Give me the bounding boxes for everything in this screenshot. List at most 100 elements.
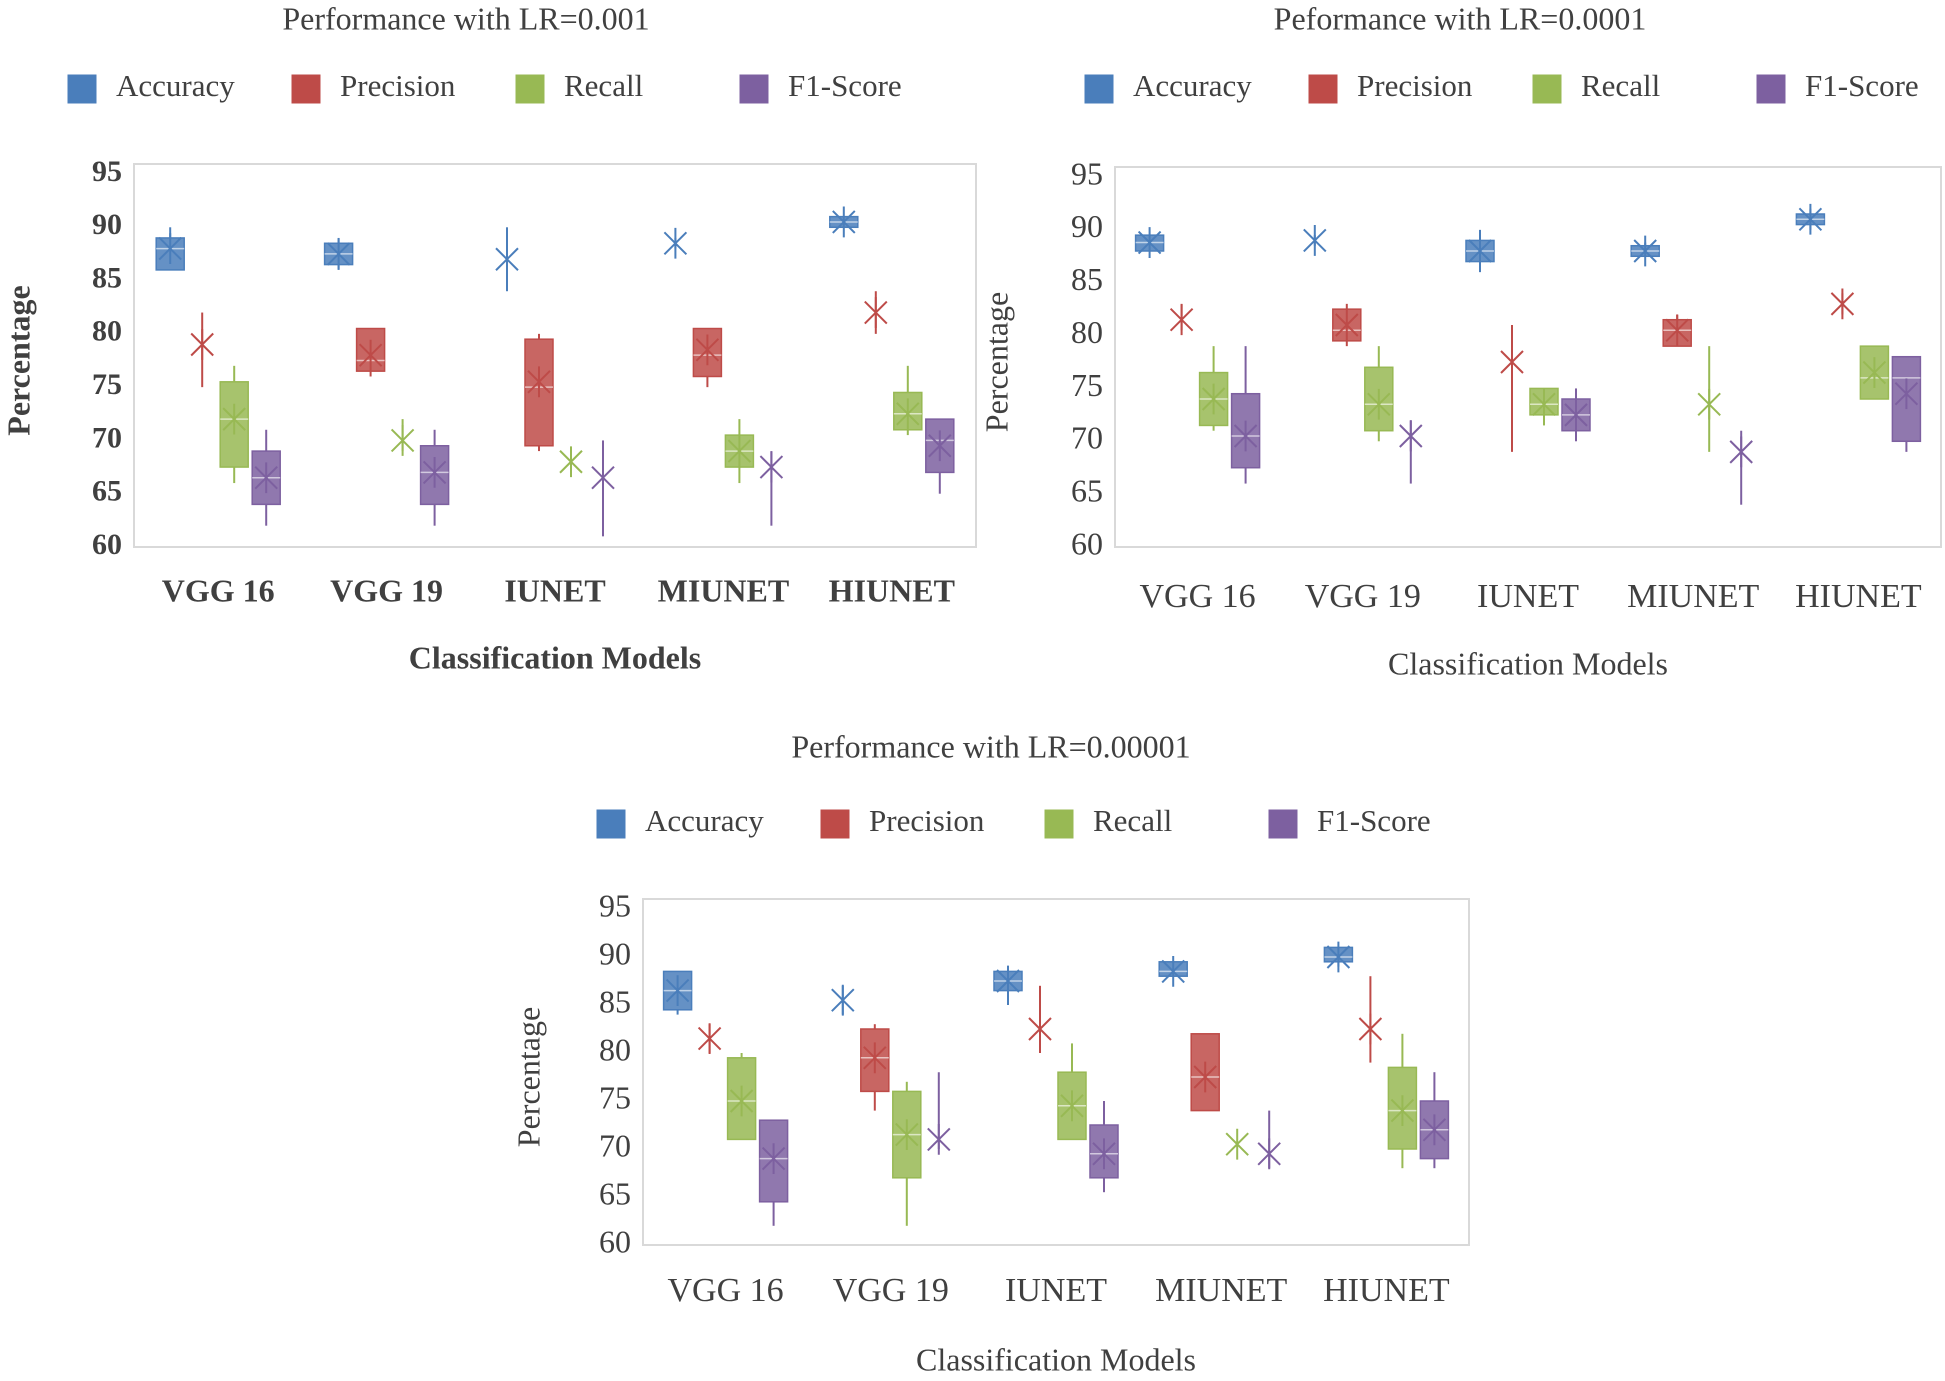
legend-swatch bbox=[515, 74, 545, 104]
mean-marker bbox=[996, 965, 1020, 997]
mean-marker bbox=[729, 1085, 754, 1117]
x-tick-label: IUNET bbox=[1005, 1272, 1107, 1309]
mean-marker bbox=[896, 398, 920, 430]
mean-marker bbox=[663, 227, 688, 259]
y-tick-label: 75 bbox=[1071, 367, 1103, 403]
series-3 bbox=[251, 418, 955, 537]
mean-marker bbox=[1225, 1128, 1249, 1160]
series-3 bbox=[758, 1072, 1450, 1226]
mean-marker bbox=[1862, 357, 1887, 388]
legend-label: F1-Score bbox=[1317, 803, 1431, 838]
series-1 bbox=[1167, 288, 1857, 452]
x-tick-label: VGG 16 bbox=[1140, 578, 1256, 615]
legend-label: Recall bbox=[564, 68, 643, 103]
x-tick-label: VGG 16 bbox=[668, 1272, 784, 1309]
mean-marker bbox=[254, 462, 278, 494]
mean-marker bbox=[1169, 304, 1194, 336]
mean-marker bbox=[665, 975, 690, 1006]
mean-marker bbox=[1500, 346, 1524, 378]
mean-marker bbox=[1399, 420, 1423, 452]
legend-swatch bbox=[1268, 809, 1298, 839]
x-tick-label: VGG 16 bbox=[162, 572, 275, 608]
series-2 bbox=[726, 1033, 1418, 1226]
legend-swatch bbox=[1308, 74, 1338, 104]
mean-marker bbox=[1830, 288, 1855, 320]
mean-marker bbox=[759, 451, 784, 483]
series-0 bbox=[662, 941, 1354, 1016]
y-tick-label: 80 bbox=[1071, 314, 1103, 350]
legend-label: Precision bbox=[340, 68, 456, 103]
y-tick-label: 85 bbox=[92, 261, 122, 294]
mean-marker bbox=[1798, 203, 1823, 235]
chart-title: Performance with LR=0.00001 bbox=[791, 728, 1190, 764]
mean-marker bbox=[1137, 227, 1162, 258]
mean-marker bbox=[863, 1042, 887, 1074]
y-tick-label: 90 bbox=[599, 935, 631, 971]
series-2 bbox=[219, 365, 923, 484]
x-tick-label: MIUNET bbox=[1155, 1272, 1287, 1309]
mean-marker bbox=[1257, 1138, 1281, 1170]
y-tick-label: 80 bbox=[92, 315, 122, 348]
mean-marker bbox=[158, 233, 182, 264]
x-tick-label: MIUNET bbox=[1627, 578, 1759, 615]
mean-marker bbox=[1335, 309, 1359, 341]
legend-swatch bbox=[1084, 74, 1114, 104]
y-tick-label: 85 bbox=[1071, 261, 1103, 297]
mean-marker bbox=[326, 238, 351, 270]
mean-marker bbox=[927, 1124, 951, 1155]
legend-label: Accuracy bbox=[116, 68, 235, 103]
y-tick-label: 65 bbox=[1071, 472, 1103, 508]
x-tick-label: HIUNET bbox=[1323, 1272, 1450, 1309]
legend-label: Precision bbox=[1357, 68, 1473, 103]
mean-marker bbox=[1358, 1013, 1383, 1045]
mean-marker bbox=[390, 425, 415, 456]
mean-marker bbox=[591, 462, 615, 494]
y-tick-label: 60 bbox=[599, 1223, 631, 1259]
mean-marker bbox=[1422, 1114, 1447, 1146]
legend-swatch bbox=[1044, 809, 1074, 839]
legend-swatch bbox=[820, 809, 850, 839]
mean-marker bbox=[1532, 388, 1556, 420]
series-2 bbox=[1198, 345, 1890, 452]
legend-label: Accuracy bbox=[1133, 68, 1252, 103]
plot-frame bbox=[642, 898, 1470, 1246]
mean-marker bbox=[1633, 235, 1657, 267]
x-tick-label: IUNET bbox=[1477, 578, 1579, 615]
legend-swatch bbox=[67, 74, 97, 104]
mean-marker bbox=[697, 1023, 722, 1054]
x-tick-label: MIUNET bbox=[658, 572, 790, 608]
mean-marker bbox=[358, 339, 383, 371]
legend-swatch bbox=[596, 809, 626, 839]
mean-marker bbox=[1028, 1013, 1052, 1045]
y-tick-label: 85 bbox=[599, 983, 631, 1019]
box bbox=[1387, 1066, 1418, 1150]
mean-marker bbox=[527, 366, 551, 398]
y-axis-title: Percentage bbox=[978, 292, 1014, 432]
legend-swatch bbox=[1756, 74, 1786, 104]
legend-swatch bbox=[739, 74, 769, 104]
y-tick-label: 65 bbox=[599, 1175, 631, 1211]
mean-marker bbox=[1468, 235, 1492, 267]
legend-swatch bbox=[291, 74, 321, 104]
mean-marker bbox=[1233, 420, 1258, 452]
chart-title: Performance with LR=0.001 bbox=[282, 0, 649, 36]
mean-marker bbox=[1326, 941, 1351, 973]
mean-marker bbox=[190, 329, 214, 360]
x-axis-title: Classification Models bbox=[916, 1341, 1196, 1377]
mean-marker bbox=[1697, 388, 1721, 420]
legend-swatch bbox=[1532, 74, 1562, 104]
mean-marker bbox=[495, 243, 519, 275]
legend-label: Recall bbox=[1093, 803, 1172, 838]
series-3 bbox=[1230, 346, 1922, 505]
series-1 bbox=[188, 291, 890, 452]
x-tick-label: VGG 19 bbox=[1305, 578, 1421, 615]
mean-marker bbox=[1894, 378, 1919, 410]
x-tick-label: VGG 19 bbox=[833, 1272, 949, 1309]
y-tick-label: 90 bbox=[92, 208, 122, 241]
chart: Peformance with LR=0.0001 Accuracy Precisi… bbox=[978, 0, 1942, 681]
y-tick-label: 65 bbox=[92, 475, 122, 508]
box bbox=[419, 445, 450, 506]
plot-frame bbox=[133, 163, 977, 548]
mean-marker bbox=[1060, 1090, 1084, 1122]
